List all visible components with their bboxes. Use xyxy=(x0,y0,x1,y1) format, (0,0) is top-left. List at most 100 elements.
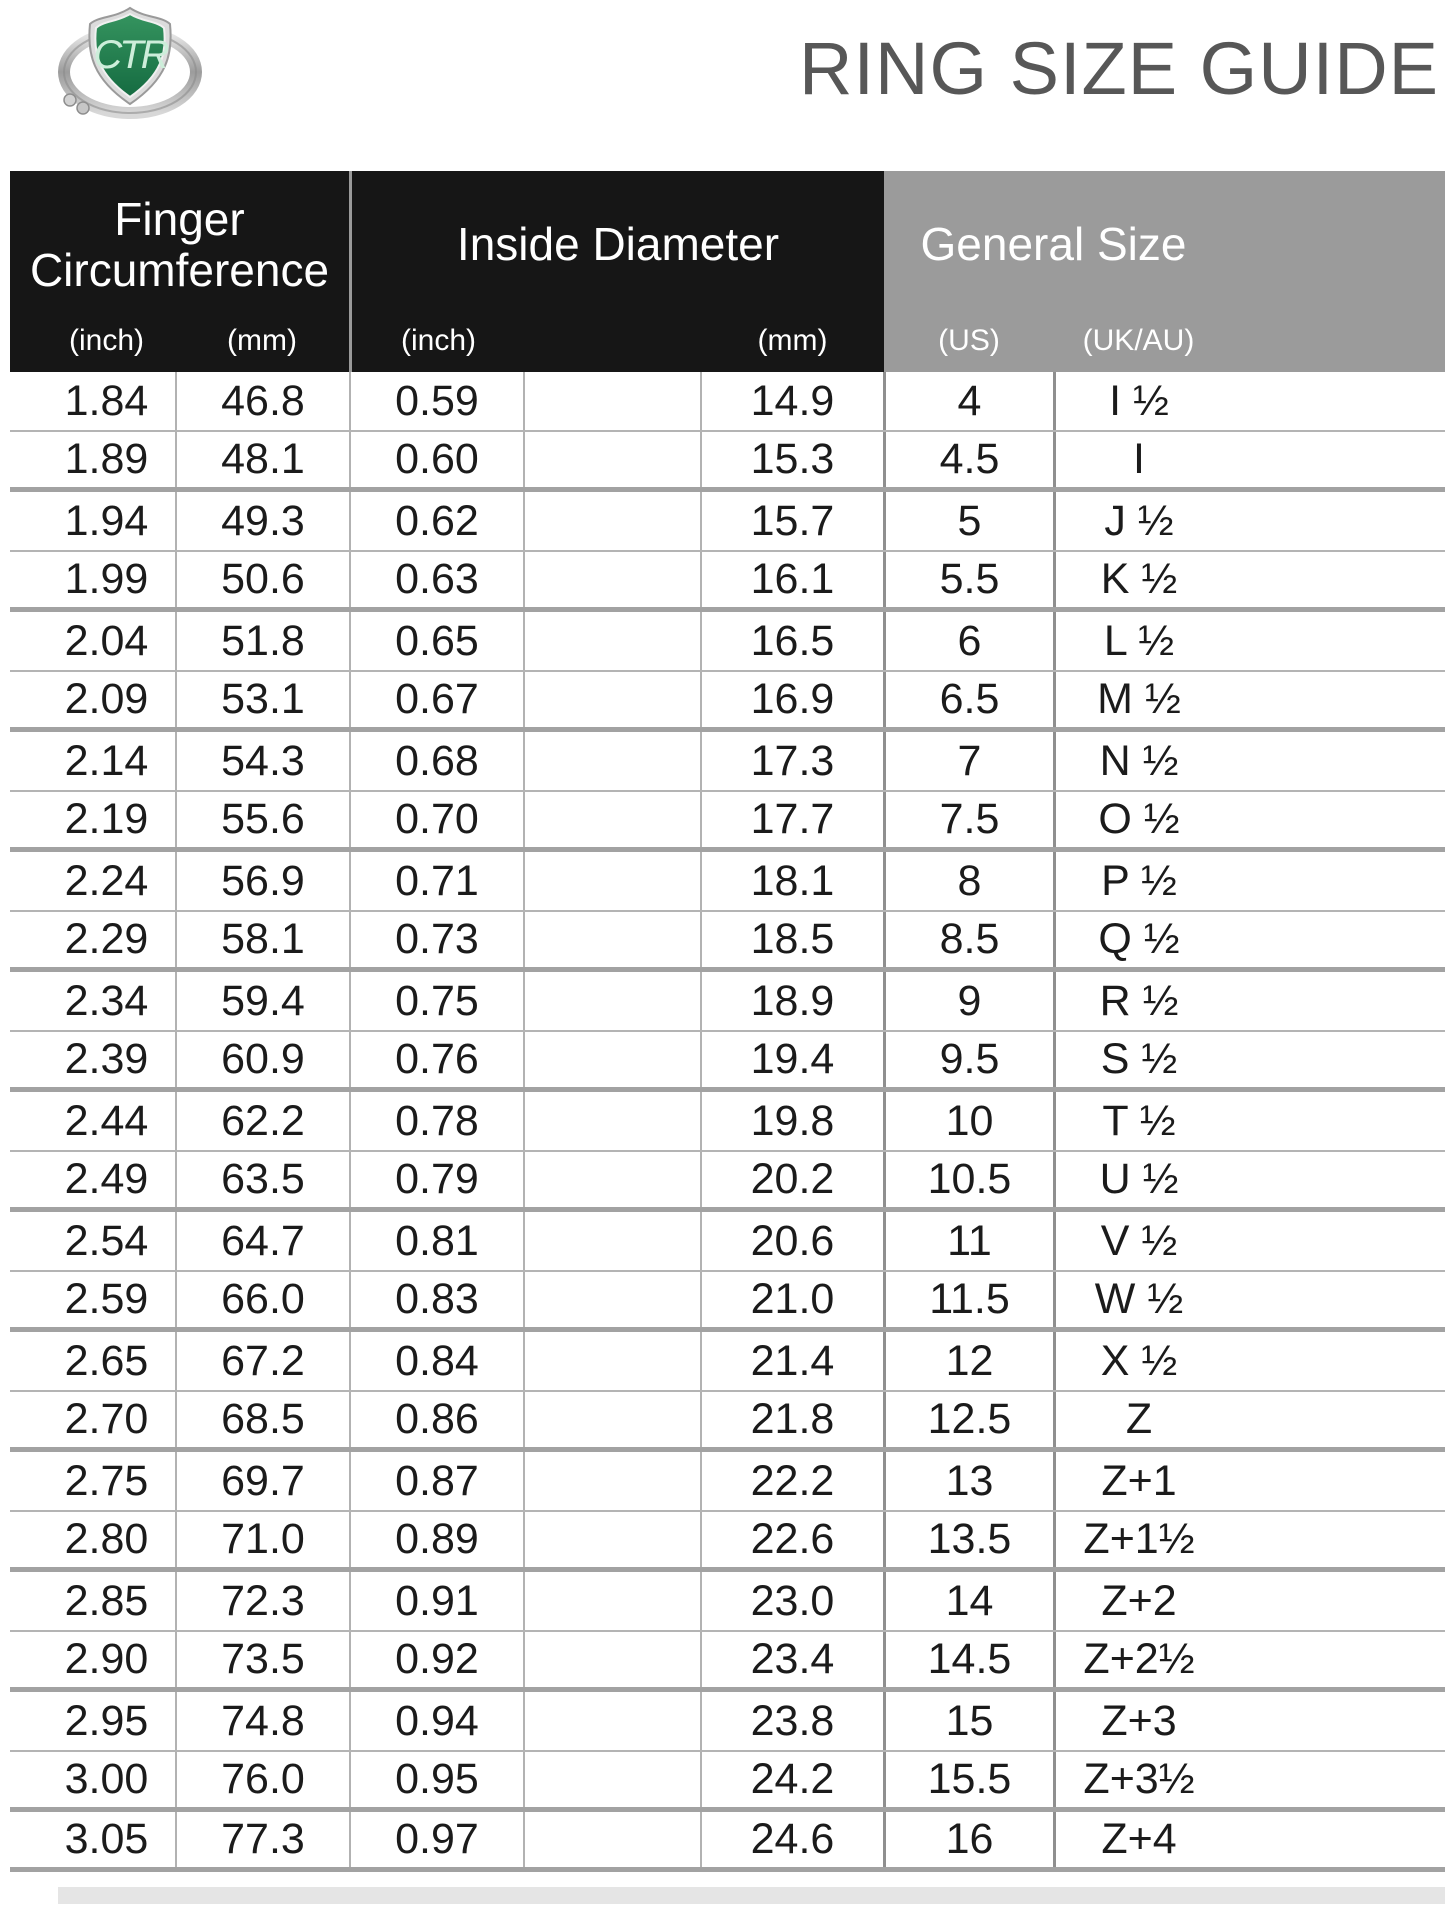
cell-finger-circumference-mm: 58.1 xyxy=(175,912,349,967)
cell-inside-diameter-mm: 16.5 xyxy=(700,612,883,670)
cell-spacer xyxy=(1222,1632,1445,1687)
cell-us-size: 13.5 xyxy=(883,1512,1053,1567)
cell-inside-diameter-inch: 0.62 xyxy=(349,492,523,550)
cell-us-size: 5.5 xyxy=(883,552,1053,607)
cell-finger-circumference-mm: 48.1 xyxy=(175,432,349,487)
table-row: 2.85 72.3 0.91 23.0 14 Z+2 xyxy=(10,1572,1445,1632)
table-row: 2.34 59.4 0.75 18.9 9 R ½ xyxy=(10,972,1445,1032)
cell-inside-diameter-mm: 19.4 xyxy=(700,1032,883,1087)
cell-finger-circumference-inch: 2.44 xyxy=(64,1096,149,1145)
cell-us-size: 10 xyxy=(883,1092,1053,1150)
cell-spacer xyxy=(1222,372,1445,430)
cell-uk-au-size: R ½ xyxy=(1053,972,1222,1030)
cell-inside-diameter-mm: 24.6 xyxy=(700,1812,883,1867)
table-row: 2.49 63.5 0.79 20.2 10.5 U ½ xyxy=(10,1152,1445,1212)
cell-inside-diameter-mm: 23.8 xyxy=(700,1692,883,1750)
table-row: 1.84 46.8 0.59 14.9 4 I ½ xyxy=(10,372,1445,432)
cell-us-size: 6 xyxy=(883,612,1053,670)
cell-spacer xyxy=(1222,672,1445,727)
cell-uk-au-size: S ½ xyxy=(1053,1032,1222,1087)
subheader-us: (US) xyxy=(938,324,1000,357)
cell-finger-circumference-mm: 46.8 xyxy=(175,372,349,430)
header-group-inside-diameter: Inside Diameter (inch) (mm) xyxy=(349,171,884,372)
cell-inside-diameter-mm: 14.9 xyxy=(700,372,883,430)
cell-us-size: 12.5 xyxy=(883,1392,1053,1447)
cell-inside-diameter-inch: 0.97 xyxy=(349,1812,523,1867)
cell-spacer xyxy=(1222,972,1445,1030)
cell-spacer xyxy=(523,1212,700,1270)
cell-finger-circumference-inch: 2.39 xyxy=(64,1035,149,1083)
cell-spacer xyxy=(523,432,700,487)
cell-uk-au-size: I xyxy=(1053,432,1222,487)
subheader-spacer xyxy=(1223,310,1445,372)
cell-spacer xyxy=(523,672,700,727)
table-row: 3.05 77.3 0.97 24.6 16 Z+4 xyxy=(10,1812,1445,1872)
cell-spacer xyxy=(523,1092,700,1150)
table-row: 2.19 55.6 0.70 17.7 7.5 O ½ xyxy=(10,792,1445,852)
cell-inside-diameter-inch: 0.91 xyxy=(349,1572,523,1630)
cell-finger-circumference-inch: 2.65 xyxy=(64,1336,149,1385)
cell-finger-circumference-mm: 73.5 xyxy=(175,1632,349,1687)
page-title: RING SIZE GUIDE xyxy=(799,27,1439,110)
cell-finger-circumference-inch: 3.00 xyxy=(64,1755,149,1803)
cell-finger-circumference-inch: 2.90 xyxy=(64,1635,149,1683)
cell-finger-circumference-mm: 66.0 xyxy=(175,1272,349,1327)
cell-spacer xyxy=(1222,612,1445,670)
cell-inside-diameter-mm: 21.8 xyxy=(700,1392,883,1447)
cell-spacer xyxy=(523,552,700,607)
subheader-mm: (mm) xyxy=(757,324,828,357)
cell-us-size: 15 xyxy=(883,1692,1053,1750)
ctr-ring-logo: CTR xyxy=(58,6,202,119)
cell-spacer xyxy=(523,912,700,967)
table-row: 2.39 60.9 0.76 19.4 9.5 S ½ xyxy=(10,1032,1445,1092)
cell-uk-au-size: T ½ xyxy=(1053,1092,1222,1150)
cell-inside-diameter-inch: 0.95 xyxy=(349,1752,523,1807)
cell-spacer xyxy=(1222,1152,1445,1207)
cell-inside-diameter-inch: 0.63 xyxy=(349,552,523,607)
ctr-letters: CTR xyxy=(93,33,168,77)
cell-finger-circumference-inch: 2.19 xyxy=(64,795,149,843)
cell-finger-circumference-mm: 67.2 xyxy=(175,1332,349,1390)
group-label: Inside Diameter xyxy=(456,218,780,271)
cell-us-size: 8 xyxy=(883,852,1053,910)
table-row: 2.09 53.1 0.67 16.9 6.5 M ½ xyxy=(10,672,1445,732)
cell-inside-diameter-mm: 21.4 xyxy=(700,1332,883,1390)
cell-spacer xyxy=(523,1032,700,1087)
table-row: 2.65 67.2 0.84 21.4 12 X ½ xyxy=(10,1332,1445,1392)
group-label: General Size xyxy=(920,218,1187,271)
cell-finger-circumference-mm: 63.5 xyxy=(175,1152,349,1207)
cell-us-size: 7.5 xyxy=(883,792,1053,847)
cell-finger-circumference-inch: 2.80 xyxy=(64,1515,149,1563)
table-row: 2.80 71.0 0.89 22.6 13.5 Z+1½ xyxy=(10,1512,1445,1572)
table-row: 2.75 69.7 0.87 22.2 13 Z+1 xyxy=(10,1452,1445,1512)
cell-spacer xyxy=(1222,492,1445,550)
cell-us-size: 16 xyxy=(883,1812,1053,1867)
cell-finger-circumference-mm: 69.7 xyxy=(175,1452,349,1510)
table-row: 2.04 51.8 0.65 16.5 6 L ½ xyxy=(10,612,1445,672)
cell-finger-circumference-mm: 59.4 xyxy=(175,972,349,1030)
cell-us-size: 7 xyxy=(883,732,1053,790)
cell-spacer xyxy=(1222,1692,1445,1750)
cell-inside-diameter-inch: 0.78 xyxy=(349,1092,523,1150)
cell-finger-circumference-inch: 1.89 xyxy=(64,435,149,483)
table-row: 2.44 62.2 0.78 19.8 10 T ½ xyxy=(10,1092,1445,1152)
cell-inside-diameter-inch: 0.67 xyxy=(349,672,523,727)
cell-uk-au-size: V ½ xyxy=(1053,1212,1222,1270)
cell-finger-circumference-inch: 2.54 xyxy=(64,1216,149,1265)
cell-uk-au-size: J ½ xyxy=(1053,492,1222,550)
cell-inside-diameter-mm: 17.7 xyxy=(700,792,883,847)
cell-spacer xyxy=(1222,1752,1445,1807)
cell-inside-diameter-inch: 0.71 xyxy=(349,852,523,910)
cell-inside-diameter-mm: 18.5 xyxy=(700,912,883,967)
cell-spacer xyxy=(523,1152,700,1207)
table-row: 2.70 68.5 0.86 21.8 12.5 Z xyxy=(10,1392,1445,1452)
cell-spacer xyxy=(1222,732,1445,790)
cell-finger-circumference-mm: 56.9 xyxy=(175,852,349,910)
cell-finger-circumference-mm: 71.0 xyxy=(175,1512,349,1567)
cell-inside-diameter-mm: 24.2 xyxy=(700,1752,883,1807)
cell-us-size: 9.5 xyxy=(883,1032,1053,1087)
cell-spacer xyxy=(523,1752,700,1807)
header-group-finger-circumference: Finger Circumference (inch) (mm) xyxy=(10,171,349,372)
cell-us-size: 10.5 xyxy=(883,1152,1053,1207)
